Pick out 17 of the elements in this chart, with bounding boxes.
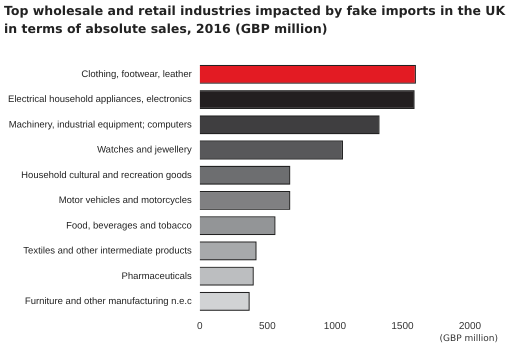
y-tick-label: Machinery, industrial equipment; computers	[8, 119, 192, 130]
x-tick-label: 2000	[458, 320, 482, 332]
y-tick-label: Watches and jewellery	[97, 144, 192, 156]
x-tick-label: 500	[258, 320, 276, 332]
x-tick-label: 0	[196, 320, 203, 332]
y-tick-label: Textiles and other intermediate products	[23, 246, 192, 257]
y-tick-label: Furniture and other manufacturing n.e.c	[24, 296, 192, 308]
y-tick-label: Motor vehicles and motorcycles	[58, 195, 192, 206]
y-tick-label: Clothing, footwear, leather	[81, 68, 192, 80]
y-tick-label: Food, beverages and tobacco	[66, 220, 192, 232]
x-tick-label: 1000	[324, 320, 346, 332]
y-tick-label: Electrical household appliances, electronics	[8, 94, 192, 106]
y-tick-label: Pharmaceuticals	[122, 270, 192, 282]
chart-title: Top wholesale and retail industries impacted by fake imports in the UK in terms of absolute sales, 2016 (GBP million)	[4, 2, 506, 38]
y-tick-label: Household cultural and recreation goods	[21, 170, 192, 181]
x-tick-label: 1500	[391, 320, 414, 332]
text: (GBP million)	[440, 334, 498, 344]
